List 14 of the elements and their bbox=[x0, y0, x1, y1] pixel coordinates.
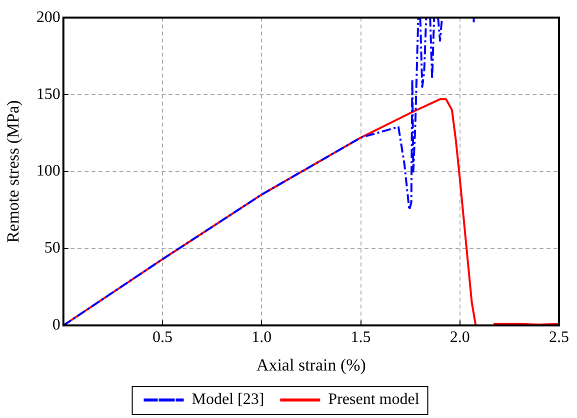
y-tick-label: 150 bbox=[36, 86, 60, 103]
y-tick-label: 100 bbox=[36, 162, 60, 180]
x-axis-title: Axial strain (%) bbox=[256, 355, 366, 374]
x-tick-label: 1.0 bbox=[252, 329, 272, 346]
x-tick-label: 2.0 bbox=[450, 329, 470, 346]
y-tick-label: 200 bbox=[36, 8, 60, 26]
x-tick-label: 2.5 bbox=[549, 329, 569, 346]
y-tick-label: 50 bbox=[44, 240, 60, 257]
x-tick-label: 0.5 bbox=[152, 329, 173, 346]
y-tick-label: 0 bbox=[52, 316, 60, 334]
legend-label: Present model bbox=[328, 391, 420, 408]
y-axis-title: Remote stress (MPa) bbox=[4, 100, 23, 243]
x-tick-label: 1.5 bbox=[350, 329, 371, 346]
legend-label: Model [23] bbox=[192, 391, 264, 408]
